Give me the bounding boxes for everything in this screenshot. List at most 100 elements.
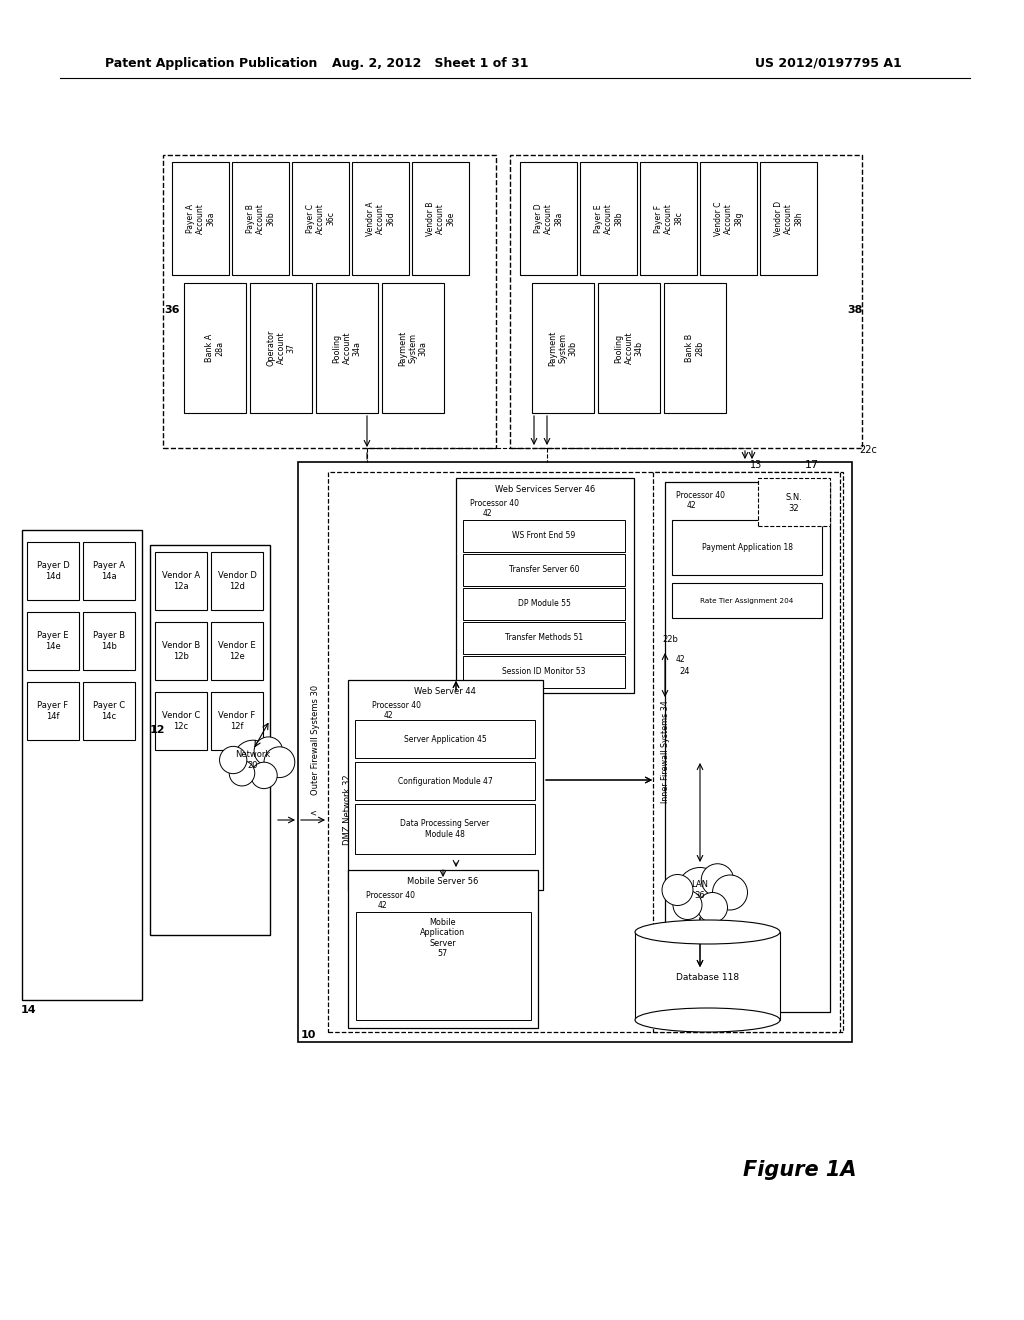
Bar (463, 622, 625, 653)
Text: Transfer Methods 51: Transfer Methods 51 (505, 634, 583, 643)
Text: 14: 14 (22, 1005, 37, 1015)
Text: Processor 40: Processor 40 (676, 491, 725, 499)
Text: WS Front End 59: WS Front End 59 (512, 532, 575, 540)
Bar (328, 473, 843, 1032)
Bar (155, 622, 207, 680)
Text: Outer Firewall Systems 30: Outer Firewall Systems 30 (310, 685, 319, 795)
Text: Payer F
14f: Payer F 14f (38, 701, 69, 721)
Bar (211, 692, 263, 750)
Text: Aug. 2, 2012   Sheet 1 of 31: Aug. 2, 2012 Sheet 1 of 31 (332, 57, 528, 70)
Circle shape (701, 863, 734, 896)
Text: 42: 42 (377, 902, 387, 911)
Bar (598, 282, 660, 413)
Text: Vendor B
Account
36e: Vendor B Account 36e (426, 202, 456, 236)
Text: Mobile Server 56: Mobile Server 56 (408, 878, 478, 887)
Text: Session ID Monitor 53: Session ID Monitor 53 (502, 668, 586, 676)
Text: US 2012/0197795 A1: US 2012/0197795 A1 (755, 57, 902, 70)
Text: 12: 12 (150, 725, 165, 735)
Text: 42: 42 (675, 656, 685, 664)
Bar (463, 587, 625, 620)
Ellipse shape (635, 1008, 780, 1032)
Circle shape (251, 762, 278, 788)
Text: Vendor C
Account
38g: Vendor C Account 38g (714, 201, 743, 236)
Bar (532, 282, 594, 413)
Text: Data Processing Server
Module 48: Data Processing Server Module 48 (400, 820, 489, 838)
Text: Vendor E
12e: Vendor E 12e (218, 642, 256, 661)
Bar (635, 932, 780, 1020)
Text: Payer E
14e: Payer E 14e (37, 631, 69, 651)
Circle shape (219, 746, 247, 774)
Text: Vendor A
Account
36d: Vendor A Account 36d (366, 201, 395, 236)
Bar (83, 543, 135, 601)
Bar (250, 282, 312, 413)
Text: Operator
Account
37: Operator Account 37 (266, 330, 296, 366)
Bar (355, 804, 535, 854)
Bar (163, 154, 496, 447)
Bar (355, 719, 535, 758)
Bar (348, 870, 538, 1028)
Text: Payer C
Account
36c: Payer C Account 36c (305, 203, 336, 234)
Text: 10: 10 (300, 1030, 315, 1040)
Text: S.N.
32: S.N. 32 (785, 494, 803, 512)
Bar (298, 462, 852, 1041)
Text: Payer E
Account
38b: Payer E Account 38b (594, 203, 624, 234)
Text: Pooling
Account
34b: Pooling Account 34b (614, 331, 644, 364)
Bar (211, 552, 263, 610)
Ellipse shape (635, 920, 780, 944)
Text: Processor 40: Processor 40 (470, 499, 519, 507)
Text: Web Services Server 46: Web Services Server 46 (495, 486, 595, 495)
Text: DMZ Network 32: DMZ Network 32 (343, 775, 352, 845)
Bar (580, 162, 637, 275)
Circle shape (678, 867, 723, 912)
Bar (758, 478, 830, 525)
Bar (463, 656, 625, 688)
Text: Bank B
28b: Bank B 28b (685, 334, 705, 362)
Text: 22c: 22c (859, 445, 877, 455)
Bar (232, 162, 289, 275)
Text: 36: 36 (164, 305, 180, 315)
Text: Configuration Module 47: Configuration Module 47 (397, 776, 493, 785)
Bar (510, 154, 862, 447)
Bar (352, 162, 409, 275)
Text: Vendor C
12c: Vendor C 12c (162, 711, 200, 731)
Bar (672, 583, 822, 618)
Text: Database 118: Database 118 (676, 974, 739, 982)
Bar (640, 162, 697, 275)
Bar (316, 282, 378, 413)
Text: Vendor D
Account
38h: Vendor D Account 38h (773, 201, 804, 236)
Circle shape (697, 892, 727, 923)
Text: Patent Application Publication: Patent Application Publication (105, 57, 317, 70)
Bar (184, 282, 246, 413)
Text: 42: 42 (686, 500, 696, 510)
Text: Inner Firewall Systems 34: Inner Firewall Systems 34 (660, 701, 670, 804)
Bar (83, 612, 135, 671)
Bar (27, 682, 79, 741)
Text: Payer D
14d: Payer D 14d (37, 561, 70, 581)
Text: Payer C
14c: Payer C 14c (93, 701, 125, 721)
Circle shape (662, 874, 693, 906)
Text: Payer A
14a: Payer A 14a (93, 561, 125, 581)
Text: Network
20: Network 20 (236, 750, 270, 770)
Text: <: < (309, 808, 316, 817)
Bar (83, 682, 135, 741)
Text: Payer A
Account
36a: Payer A Account 36a (185, 203, 215, 234)
Circle shape (673, 891, 702, 920)
Text: Vendor A
12a: Vendor A 12a (162, 572, 200, 591)
Bar (155, 552, 207, 610)
Bar (653, 473, 840, 1032)
Text: 13: 13 (750, 459, 762, 470)
Text: DP Module 55: DP Module 55 (517, 599, 570, 609)
Text: Payment Application 18: Payment Application 18 (701, 544, 793, 553)
Bar (382, 282, 444, 413)
Bar (172, 162, 229, 275)
Circle shape (264, 747, 295, 777)
Text: 24: 24 (680, 668, 690, 676)
Text: Vendor B
12b: Vendor B 12b (162, 642, 200, 661)
Bar (356, 912, 531, 1020)
Bar (664, 282, 726, 413)
Text: Payer B
Account
36b: Payer B Account 36b (246, 203, 275, 234)
Text: Payer F
Account
38c: Payer F Account 38c (653, 203, 683, 234)
Bar (150, 545, 270, 935)
Text: 38: 38 (847, 305, 862, 315)
Text: Payer B
14b: Payer B 14b (93, 631, 125, 651)
